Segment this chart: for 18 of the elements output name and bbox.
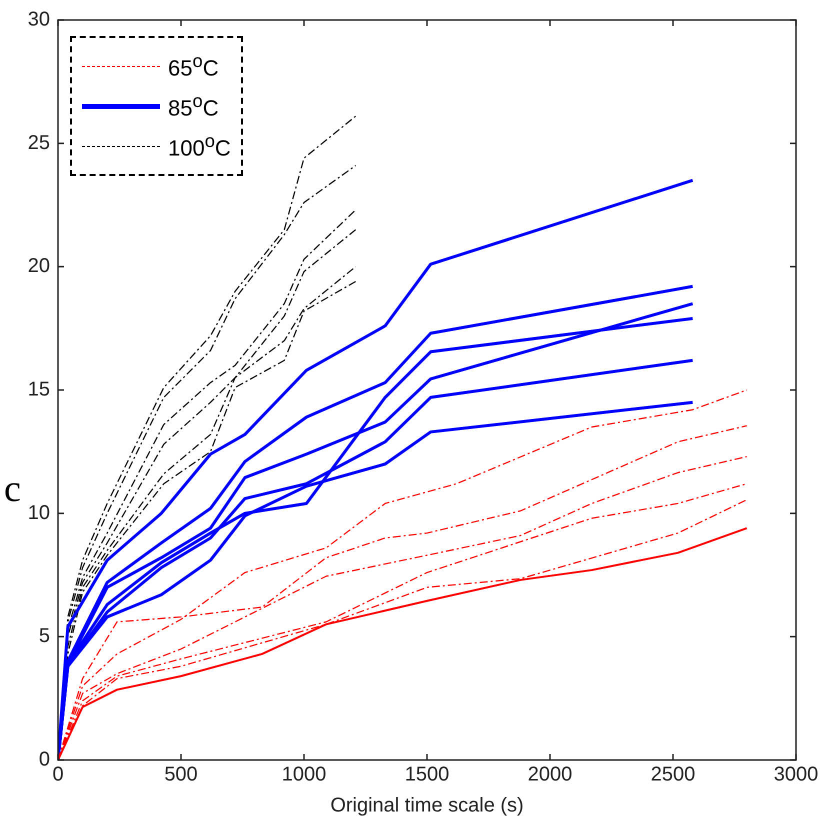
y-tick-label: 0 [38,748,50,771]
x-tick-label: 1000 [282,764,326,786]
legend-label: 85$^{o}$C [168,90,219,122]
legend-label: 65$^{o}$C [168,50,219,82]
y-tick-label: 5 [38,625,50,648]
x-tick-label: 1500 [404,764,450,786]
x-tick-label: 2500 [650,764,696,786]
x-axis-title: Original time scale (s) [330,794,524,817]
legend-label: 100$^{o}$C [168,130,231,162]
y-tick-label: 20 [28,255,50,278]
x-tick-label: 500 [164,764,198,786]
x-tick-label: 2000 [528,764,572,786]
y-tick-label: 10 [28,502,50,524]
y-axis-title: c [4,468,21,510]
x-tick-label: 3000 [774,764,818,786]
y-tick-label: 15 [28,378,50,401]
y-tick-label: 30 [28,8,50,31]
y-tick-label: 25 [28,132,50,154]
